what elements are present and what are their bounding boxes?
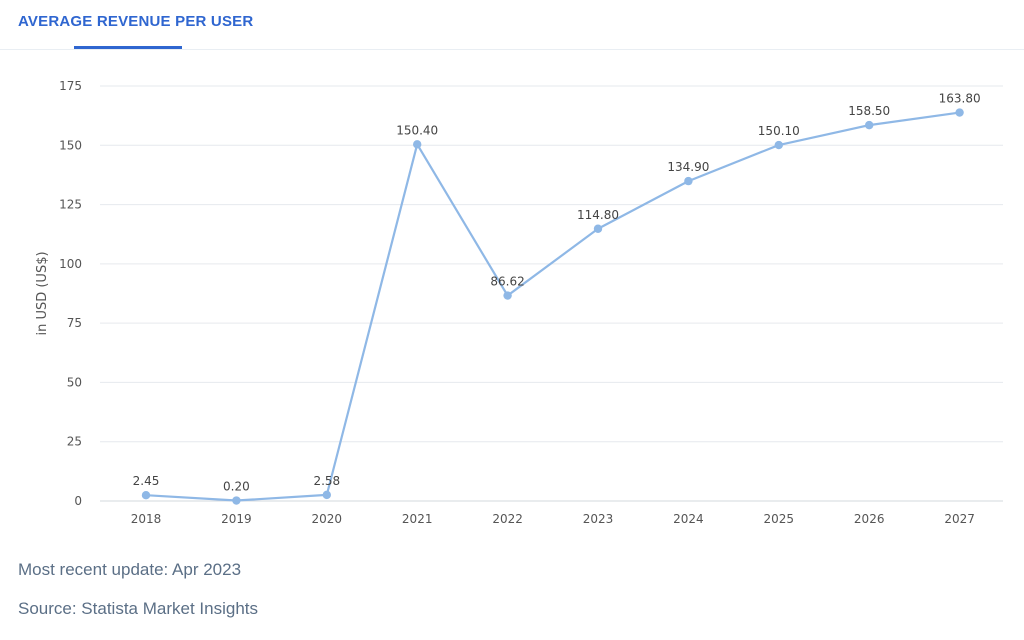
data-point xyxy=(322,490,331,500)
data-label: 2.58 xyxy=(313,474,340,488)
y-tick-label: 100 xyxy=(59,257,82,271)
data-point xyxy=(503,291,512,300)
data-label: 150.10 xyxy=(758,124,800,138)
y-tick-label: 75 xyxy=(67,316,82,330)
x-tick-label: 2022 xyxy=(492,512,523,526)
x-tick-label: 2019 xyxy=(221,512,252,526)
y-tick-label: 150 xyxy=(59,138,82,152)
data-point xyxy=(774,140,783,150)
x-tick-label: 2023 xyxy=(583,512,614,526)
data-point xyxy=(141,490,151,500)
x-tick-label: 2024 xyxy=(673,512,704,526)
series-line xyxy=(145,111,960,502)
data-point xyxy=(684,176,693,186)
y-axis-label: in USD (US$) xyxy=(35,251,50,335)
data-point xyxy=(413,140,422,149)
data-label: 0.20 xyxy=(223,480,250,494)
x-tick-label: 2021 xyxy=(402,512,433,526)
chart-tabbar: AVERAGE REVENUE PER USER xyxy=(0,0,1024,50)
data-label: 2.45 xyxy=(133,474,160,488)
data-point xyxy=(593,224,603,233)
data-label: 163.80 xyxy=(939,92,981,106)
data-point xyxy=(955,108,964,117)
x-tick-label: 2027 xyxy=(944,512,975,526)
y-tick-label: 175 xyxy=(59,79,82,93)
active-tab-indicator xyxy=(74,46,182,49)
y-tick-label: 25 xyxy=(67,435,82,449)
data-point xyxy=(865,120,874,130)
y-tick-label: 0 xyxy=(74,494,82,508)
data-point xyxy=(232,496,241,505)
tab-average-revenue-per-user[interactable]: AVERAGE REVENUE PER USER xyxy=(18,13,254,30)
y-tick-label: 125 xyxy=(59,198,82,212)
y-tick-label: 50 xyxy=(67,375,82,389)
x-tick-label: 2025 xyxy=(764,512,795,526)
data-label: 158.50 xyxy=(848,104,890,118)
data-label: 114.80 xyxy=(577,208,619,222)
source-note: Source: Statista Market Insights xyxy=(18,599,258,618)
x-tick-label: 2026 xyxy=(854,512,885,526)
data-label: 134.90 xyxy=(667,160,709,174)
data-label: 150.40 xyxy=(396,123,438,137)
arpu-line-chart: 0 25 50 75 100 125 150 175 in USD (US$) 2018 2019 2… xyxy=(35,79,1003,526)
data-label: 86.62 xyxy=(490,275,524,289)
x-tick-label: 2020 xyxy=(312,512,343,526)
last-update-note: Most recent update: Apr 2023 xyxy=(18,560,242,579)
x-tick-label: 2018 xyxy=(131,512,162,526)
